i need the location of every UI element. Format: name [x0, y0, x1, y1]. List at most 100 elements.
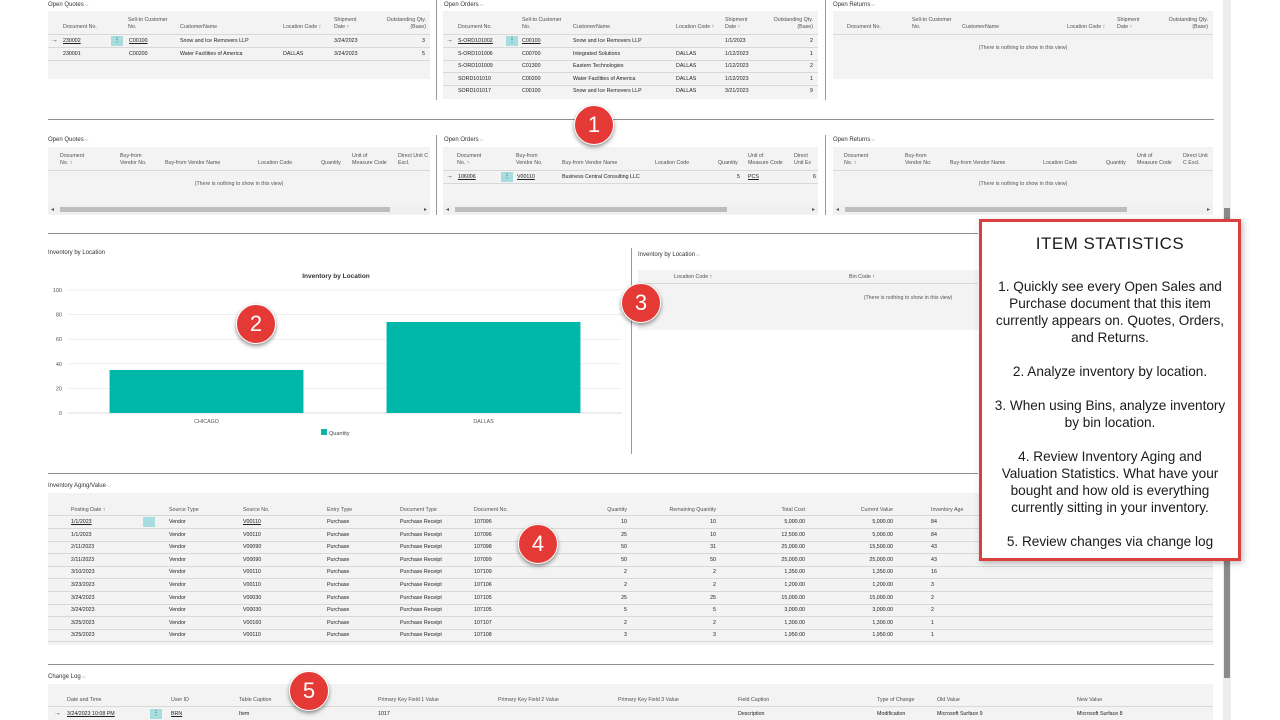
purchase-doc-no[interactable]: 106006 [458, 174, 476, 180]
customer-no[interactable]: C00100 [522, 38, 541, 44]
customer-no[interactable]: C00200 [129, 51, 148, 57]
bin-location-title[interactable]: Inventory by Location⌵ [638, 252, 700, 258]
col-shipment-date[interactable]: Shipment Date ↑ [725, 17, 748, 30]
col-location-code[interactable]: Location Code ↑ [674, 274, 713, 280]
col-location-code[interactable]: Location Code [1043, 160, 1078, 166]
col-document-no[interactable]: Document No. [847, 24, 881, 30]
col-vendor-no[interactable]: Buy-from Vendor No. [120, 153, 147, 166]
scroll-left-icon[interactable]: ◂ [51, 207, 55, 213]
source-no[interactable]: V00110 [243, 531, 261, 538]
document-no[interactable]: 107105 [474, 594, 492, 601]
customer-no[interactable]: C01300 [522, 63, 541, 69]
scroll-right-icon[interactable]: ▸ [1206, 207, 1210, 213]
col-direct-unit-cost[interactable]: Direct Unit Ex [794, 153, 812, 166]
col-uom[interactable]: Unit of Measure Code [1137, 153, 1172, 166]
col-outstanding-qty[interactable]: Outstanding Qty. (Base) [773, 17, 813, 30]
col-vendor-name[interactable]: Buy-from Vendor Name [950, 160, 1006, 166]
open-returns-purch-title[interactable]: Open Returns⌵ [833, 137, 876, 143]
col-document-no[interactable]: Document No. [474, 507, 508, 513]
customer-no[interactable]: C00100 [522, 88, 541, 94]
col-user-id[interactable]: User ID [171, 697, 189, 703]
source-no[interactable]: V00030 [243, 607, 262, 614]
col-quantity[interactable]: Quantity [321, 160, 341, 166]
row-actions-button[interactable]: ⋮ [150, 709, 162, 719]
document-no[interactable]: 107107 [474, 619, 492, 626]
col-old-value[interactable]: Old Value [937, 697, 960, 703]
source-no[interactable]: V00110 [243, 569, 261, 576]
order-doc-no[interactable]: SORD101017 [458, 88, 491, 94]
col-document-no[interactable]: Document No. [458, 24, 492, 30]
inventory-aging-title[interactable]: Inventory Aging/Value⌵ [48, 483, 111, 489]
scroll-right-icon[interactable]: ▸ [811, 207, 815, 213]
col-quantity[interactable]: Quantity [607, 507, 627, 513]
col-uom[interactable]: Unit of Measure Code [352, 153, 387, 166]
uom-code[interactable]: PCS [748, 174, 759, 180]
row-actions-button[interactable]: ⋮ [501, 172, 513, 182]
col-document-no[interactable]: Document No. [63, 24, 97, 30]
vendor-no[interactable]: V00110 [517, 174, 535, 180]
col-document-no[interactable]: Document No. ↑ [60, 153, 85, 166]
source-no[interactable]: V00030 [243, 594, 262, 601]
order-doc-no[interactable]: SORD101010 [458, 76, 491, 82]
user-id[interactable]: BRN [171, 711, 183, 717]
col-document-no[interactable]: Document No. ↑ [844, 153, 869, 166]
col-location-code[interactable]: Location Code [655, 160, 690, 166]
col-quantity[interactable]: Quantity [1106, 160, 1126, 166]
source-no[interactable]: V00110 [243, 519, 261, 525]
horizontal-scrollbar[interactable]: ◂ ▸ [48, 205, 430, 214]
col-bin-code[interactable]: Bin Code ↑ [849, 274, 875, 280]
order-doc-no[interactable]: S-ORD101009 [458, 63, 493, 69]
change-log-title[interactable]: Change Log⌵ [48, 674, 86, 680]
posting-date[interactable]: 1/1/2023 [71, 519, 92, 525]
customer-no[interactable]: C00200 [522, 76, 541, 82]
quote-doc-no[interactable]: 230001 [63, 51, 81, 57]
scroll-thumb[interactable] [845, 207, 1127, 212]
col-document-no[interactable]: Document No. ↑ [457, 153, 482, 166]
posting-date[interactable]: 2/11/2023 [71, 544, 95, 551]
col-sell-to-customer[interactable]: Sell-to Customer No. [128, 17, 168, 30]
posting-date[interactable]: 3/25/2023 [71, 632, 95, 639]
row-actions-button[interactable]: ⋮ [506, 36, 518, 46]
source-no[interactable]: V00110 [243, 632, 261, 639]
col-pk1[interactable]: Primary Key Field 1 Value [378, 697, 439, 703]
document-no[interactable]: 107096 [474, 519, 492, 525]
posting-date[interactable]: 3/23/2023 [71, 582, 95, 588]
col-quantity[interactable]: Quantity [718, 160, 738, 166]
row-actions-button[interactable]: ⋮ [111, 36, 123, 46]
open-quotes-sales-title[interactable]: Open Quotes⌵ [48, 2, 89, 8]
scroll-left-icon[interactable]: ◂ [836, 207, 840, 213]
col-remaining-qty[interactable]: Remaining Quantity [669, 507, 716, 513]
col-location-code[interactable]: Location Code ↑ [676, 24, 715, 30]
horizontal-scrollbar[interactable]: ◂ ▸ [833, 205, 1213, 214]
open-orders-purch-title[interactable]: Open Orders⌵ [444, 137, 484, 143]
col-pk3[interactable]: Primary Key Field 3 Value [618, 697, 679, 703]
col-source-type[interactable]: Source Type [169, 507, 199, 513]
document-no[interactable]: 107105 [474, 607, 492, 614]
col-current-value[interactable]: Current Value [860, 507, 893, 513]
document-no[interactable]: 107098 [474, 544, 492, 551]
source-no[interactable]: V00160 [243, 619, 262, 626]
horizontal-scrollbar[interactable]: ◂ ▸ [443, 205, 818, 214]
col-total-cost[interactable]: Total Cost [781, 507, 805, 513]
col-vendor-no[interactable]: Buy-from Vendor No. [905, 153, 932, 166]
col-customer-name[interactable]: CustomerName [962, 24, 1000, 30]
scroll-thumb[interactable] [455, 207, 727, 212]
customer-no[interactable]: C00100 [129, 38, 148, 44]
col-vendor-name[interactable]: Buy-from Vendor Name [165, 160, 221, 166]
document-no[interactable]: 107106 [474, 582, 492, 588]
change-date-time[interactable]: 3/24/2023 10:08 PM [67, 711, 115, 717]
posting-date[interactable]: 3/25/2023 [71, 619, 95, 626]
col-outstanding-qty[interactable]: Outstanding Qty. (Base) [1168, 17, 1208, 30]
quote-doc-no[interactable]: 230002 [63, 38, 81, 44]
col-shipment-date[interactable]: Shipment Date ↑ [1117, 17, 1140, 30]
col-type-of-change[interactable]: Type of Change [877, 697, 915, 703]
col-sell-to-customer[interactable]: Sell-to Customer No. [912, 17, 952, 30]
col-vendor-name[interactable]: Buy-from Vendor Name [562, 160, 618, 166]
col-pk2[interactable]: Primary Key Field 2 Value [498, 697, 559, 703]
posting-date[interactable]: 3/24/2023 [71, 594, 95, 601]
col-customer-name[interactable]: CustomerName [573, 24, 611, 30]
document-no[interactable]: 107108 [474, 632, 492, 639]
col-entry-type[interactable]: Entry Type [327, 507, 353, 513]
source-no[interactable]: V00090 [243, 556, 262, 563]
col-outstanding-qty[interactable]: Outstanding Qty. (Base) [386, 17, 426, 30]
